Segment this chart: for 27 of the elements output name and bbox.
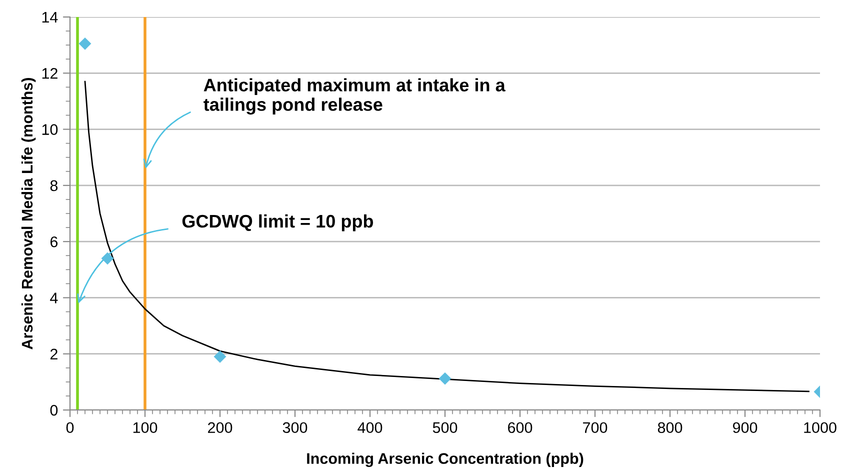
y-tick-label: 0	[50, 404, 58, 416]
y-tick-label: 10	[42, 124, 58, 135]
y-tick-label: 8	[50, 180, 58, 192]
point	[438, 372, 452, 385]
x-tick-label: 900	[732, 422, 758, 434]
x-tick-label: 0	[66, 422, 74, 434]
point	[214, 350, 226, 363]
y-tick-label: 4	[50, 292, 58, 304]
x-tick-label: 400	[358, 422, 382, 434]
x-tick-label: 300	[282, 422, 308, 434]
y-axis-title: Arsenic Removal Media Life (months)	[21, 78, 36, 350]
x-tick-label: 700	[583, 422, 608, 434]
y-tick-label: 12	[42, 68, 58, 79]
x-tick-label: 500	[432, 422, 458, 434]
x-tick-label: 600	[508, 422, 532, 434]
x-tick-label: 800	[658, 422, 682, 434]
x-axis-title: Incoming Arsenic Concentration (ppb)	[307, 452, 584, 468]
point	[101, 252, 114, 265]
x-tick-label: 200	[208, 422, 232, 434]
x-tick-label: 1000	[804, 422, 836, 434]
y-tick-label: 14	[42, 12, 58, 23]
annotation: Anticipated maximum at intake in a tailings pond release	[204, 78, 506, 115]
point	[78, 37, 92, 50]
annotation: GCDWQ limit = 10 ppb	[182, 214, 374, 232]
y-tick-label: 2	[50, 348, 58, 360]
y-tick-label: 6	[50, 236, 58, 248]
x-tick-label: 100	[133, 422, 158, 434]
